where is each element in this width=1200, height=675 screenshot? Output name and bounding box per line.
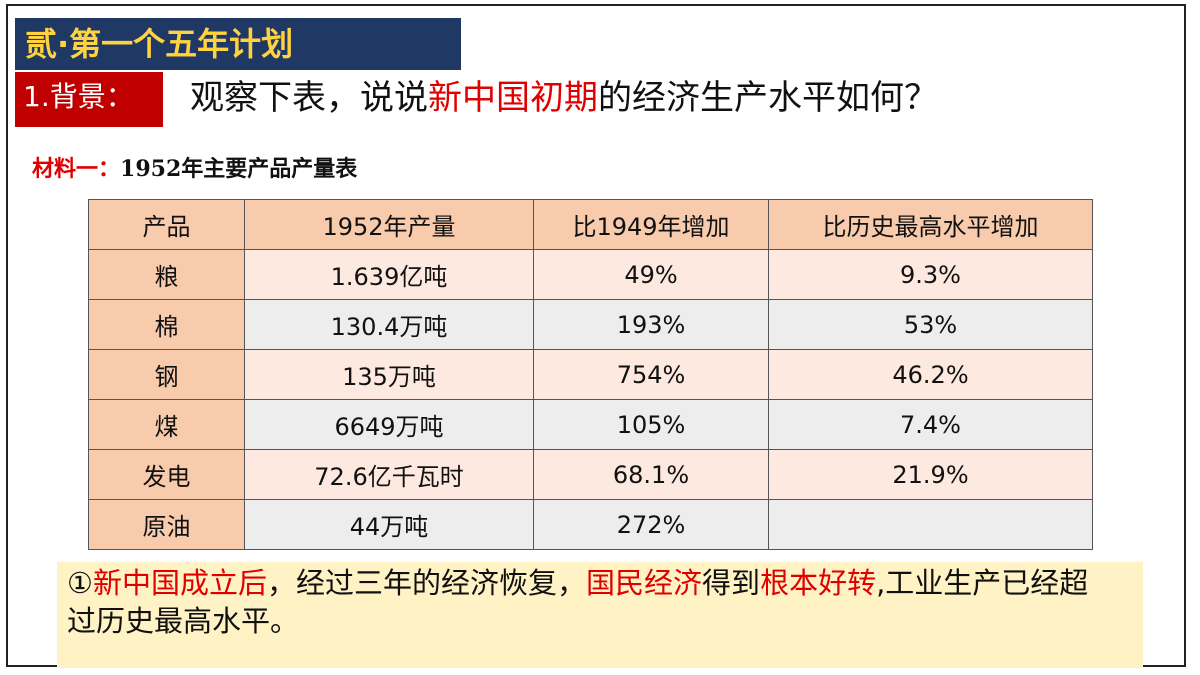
table-cell: 9.3% — [768, 249, 1093, 300]
table-cell — [768, 499, 1093, 550]
table-cell: 7.4% — [768, 399, 1093, 450]
table-row: 发电 72.6亿千瓦时 68.1% 21.9% — [88, 449, 1093, 500]
table-cell: 49% — [533, 249, 769, 300]
material-heading: 材料一：1952年主要产品产量表 — [32, 152, 357, 187]
section-label: 1.背景： — [15, 72, 163, 127]
row-header: 棉 — [88, 299, 245, 350]
table-cell: 46.2% — [768, 349, 1093, 400]
column-header: 1952年产量 — [244, 199, 534, 250]
table-cell: 193% — [533, 299, 769, 350]
note-highlight: 国民经济 — [586, 566, 703, 600]
note-text: ① — [67, 566, 93, 600]
column-header: 比历史最高水平增加 — [768, 199, 1093, 250]
table-cell: 135万吨 — [244, 349, 534, 400]
table-cell: 272% — [533, 499, 769, 550]
note-box: ①新中国成立后，经过三年的经济恢复，国民经济得到根本好转,工业生产已经超过历史最… — [57, 562, 1143, 668]
table-cell: 21.9% — [768, 449, 1093, 500]
question: 观察下表，说说新中国初期的经济生产水平如何？ — [190, 74, 938, 122]
table-cell: 44万吨 — [244, 499, 534, 550]
note-highlight: 新中国成立后 — [93, 566, 268, 600]
table-cell: 130.4万吨 — [244, 299, 534, 350]
material-title: 1952年主要产品产量表 — [120, 156, 358, 182]
table-cell: 53% — [768, 299, 1093, 350]
table-cell: 1.639亿吨 — [244, 249, 534, 300]
table-cell: 754% — [533, 349, 769, 400]
table-cell: 105% — [533, 399, 769, 450]
row-header: 煤 — [88, 399, 245, 450]
note-text: ，经过三年的经济恢复， — [267, 566, 587, 600]
note-text: 得到 — [702, 566, 761, 600]
row-header: 钢 — [88, 349, 245, 400]
question-highlight: 新中国初期 — [428, 78, 598, 118]
table-row: 煤 6649万吨 105% 7.4% — [88, 399, 1093, 450]
table-row: 原油 44万吨 272% — [88, 499, 1093, 550]
question-text: 观察下表，说说 — [190, 78, 428, 118]
column-header: 比1949年增加 — [533, 199, 769, 250]
table-row: 棉 130.4万吨 193% 53% — [88, 299, 1093, 350]
material-label: 材料一： — [32, 157, 121, 182]
table-cell: 6649万吨 — [244, 399, 534, 450]
header-title: 贰·第一个五年计划 — [15, 18, 461, 70]
data-table: 产品 1952年产量 比1949年增加 比历史最高水平增加粮 1.639亿吨 49% 9.3… — [88, 199, 1093, 550]
table-cell: 68.1% — [533, 449, 769, 500]
table-row: 钢 135万吨 754% 46.2% — [88, 349, 1093, 400]
row-header: 粮 — [88, 249, 245, 300]
row-header: 发电 — [88, 449, 245, 500]
note-highlight: 根本好转 — [760, 566, 877, 600]
question-text: 的经济生产水平如何？ — [598, 78, 938, 118]
table-row: 粮 1.639亿吨 49% 9.3% — [88, 249, 1093, 300]
row-header: 原油 — [88, 499, 245, 550]
header-row: 产品 1952年产量 比1949年增加 比历史最高水平增加 — [88, 199, 1093, 250]
column-header: 产品 — [88, 199, 245, 250]
table-cell: 72.6亿千瓦时 — [244, 449, 534, 500]
note-text: ,工业生产已经超过历史最高水平。 — [67, 566, 1089, 638]
